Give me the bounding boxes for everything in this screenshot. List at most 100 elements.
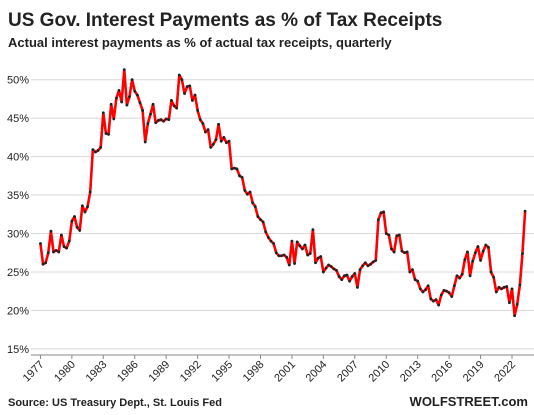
data-point <box>329 265 333 268</box>
data-point <box>272 242 275 245</box>
data-point <box>277 254 281 258</box>
data-point <box>146 122 150 125</box>
data-point <box>128 95 131 99</box>
brand: WOLFSTREET.com <box>410 394 528 409</box>
x-tick-label: 2010 <box>367 359 393 385</box>
data-point <box>196 109 200 112</box>
data-point <box>75 225 79 229</box>
data-point <box>484 243 488 247</box>
data-point <box>492 275 496 279</box>
data-point <box>162 119 165 123</box>
y-tick-label: 35% <box>7 190 29 202</box>
data-point <box>363 261 367 265</box>
data-point <box>497 285 501 289</box>
data-point <box>167 118 171 122</box>
data-point <box>62 245 66 248</box>
data-point <box>303 243 307 247</box>
data-point <box>120 100 124 104</box>
data-point <box>159 118 163 122</box>
data-point <box>240 175 244 179</box>
data-point <box>96 149 100 152</box>
data-point <box>521 252 524 255</box>
data-point <box>70 219 74 223</box>
data-point <box>481 249 485 253</box>
data-point <box>86 205 89 208</box>
data-point <box>83 210 87 214</box>
data-point <box>397 233 401 237</box>
data-point <box>41 262 45 266</box>
data-point <box>434 298 438 302</box>
data-point <box>319 255 323 258</box>
data-point <box>439 293 443 297</box>
data-point <box>172 104 176 108</box>
data-point <box>285 255 289 259</box>
data-point <box>78 229 82 232</box>
data-point <box>432 299 435 303</box>
data-point <box>253 205 257 208</box>
data-point <box>227 139 231 143</box>
data-point <box>222 135 226 139</box>
y-tick-label: 45% <box>7 113 29 125</box>
data-point <box>57 250 61 254</box>
data-point <box>183 92 186 95</box>
data-point <box>122 68 126 72</box>
data-point <box>476 245 480 248</box>
data-point <box>67 239 71 243</box>
data-point <box>133 89 137 93</box>
data-point <box>405 250 409 254</box>
data-point <box>238 174 241 178</box>
data-point <box>455 274 459 278</box>
x-tick-label: 1977 <box>21 359 47 385</box>
data-point <box>429 297 433 301</box>
x-tick-label: 2016 <box>429 359 455 385</box>
data-point <box>337 275 341 278</box>
data-point <box>447 291 451 295</box>
data-point <box>115 96 118 100</box>
data-point <box>424 288 427 292</box>
data-point <box>421 290 425 294</box>
data-point <box>206 128 210 132</box>
data-point <box>395 234 399 238</box>
data-point <box>382 210 386 214</box>
data-point <box>214 138 218 142</box>
data-point <box>437 303 441 307</box>
data-point <box>306 253 310 257</box>
data-point <box>230 167 234 171</box>
data-point <box>301 247 304 251</box>
data-point <box>335 269 338 272</box>
data-point <box>460 272 464 276</box>
data-point <box>261 220 265 224</box>
data-point <box>188 84 192 88</box>
data-point <box>392 250 396 254</box>
data-point <box>471 259 475 263</box>
data-point <box>219 139 223 143</box>
data-point <box>361 264 365 268</box>
data-point <box>101 111 105 115</box>
data-point <box>371 260 375 264</box>
y-tick-label: 20% <box>7 305 29 317</box>
data-point <box>130 78 134 82</box>
data-point <box>65 246 69 250</box>
x-tick-label: 1986 <box>115 359 141 385</box>
data-point <box>151 102 155 106</box>
x-tick-label: 1992 <box>178 359 204 385</box>
data-point <box>193 93 197 97</box>
data-point <box>411 268 414 272</box>
data-point <box>518 283 522 287</box>
data-point <box>59 233 63 237</box>
data-point <box>332 267 336 271</box>
data-point <box>49 229 53 233</box>
data-point <box>266 235 270 239</box>
data-point <box>308 252 312 255</box>
data-point <box>170 99 173 102</box>
data-point <box>46 251 50 255</box>
data-point <box>413 278 417 282</box>
data-point <box>523 209 527 213</box>
data-point <box>418 287 422 291</box>
x-tick-label: 1989 <box>147 359 173 385</box>
data-point <box>327 263 331 267</box>
x-tick-label: 1980 <box>52 359 78 385</box>
data-point <box>259 218 262 222</box>
data-point <box>225 141 228 145</box>
x-tick-label: 1995 <box>209 359 235 385</box>
